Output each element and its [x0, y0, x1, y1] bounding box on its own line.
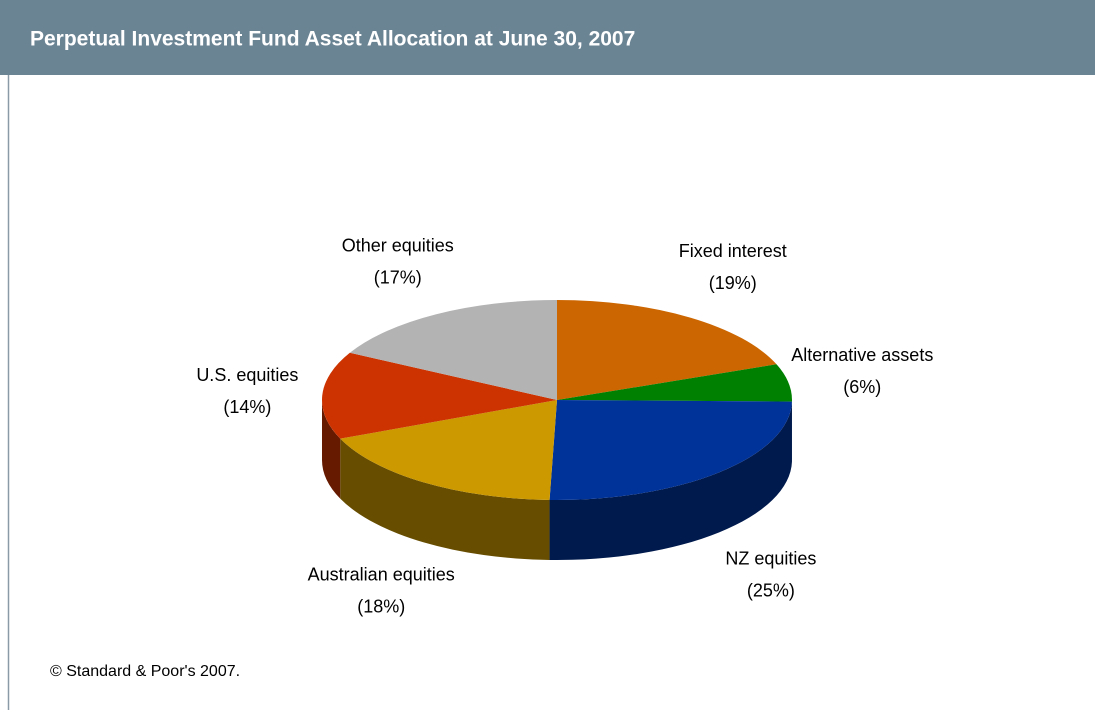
slice [557, 364, 792, 402]
slice-value-label: (14%) [223, 397, 271, 417]
slice-value-label: (25%) [747, 581, 795, 601]
slice [549, 400, 792, 500]
slice-label: Australian equities [308, 565, 455, 585]
slice-label: Alternative assets [791, 345, 933, 365]
header-bar [0, 0, 1095, 75]
slice-value-label: (19%) [709, 273, 757, 293]
slice-label: NZ equities [725, 549, 816, 569]
source-note: © Standard & Poor's 2007. [50, 663, 240, 680]
slice [557, 300, 777, 400]
slice-value-label: (18%) [357, 597, 405, 617]
slice-label: Fixed interest [679, 241, 787, 261]
slice-label: Other equities [342, 235, 454, 255]
slice-side [340, 438, 550, 560]
slice [322, 352, 557, 439]
slice-value-label: (6%) [843, 377, 881, 397]
slice-value-label: (17%) [374, 267, 422, 287]
chart-title: Perpetual Investment Fund Asset Allocati… [30, 28, 635, 51]
slice [340, 400, 557, 500]
slice [349, 300, 557, 400]
slice-side [549, 401, 792, 560]
slice-side [322, 400, 341, 499]
slice-label: U.S. equities [196, 365, 298, 385]
